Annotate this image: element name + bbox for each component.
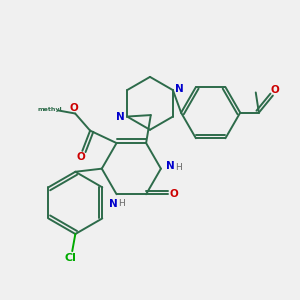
Text: N: N bbox=[109, 199, 118, 208]
Text: N: N bbox=[116, 112, 124, 122]
Text: O: O bbox=[76, 152, 85, 162]
Text: methyl: methyl bbox=[38, 107, 63, 112]
Text: H: H bbox=[118, 199, 124, 208]
Text: N: N bbox=[167, 161, 175, 171]
Text: H: H bbox=[175, 163, 182, 172]
Text: O: O bbox=[70, 103, 79, 113]
Text: Cl: Cl bbox=[65, 253, 76, 263]
Text: O: O bbox=[270, 85, 279, 95]
Text: N: N bbox=[176, 84, 184, 94]
Text: O: O bbox=[169, 189, 178, 199]
